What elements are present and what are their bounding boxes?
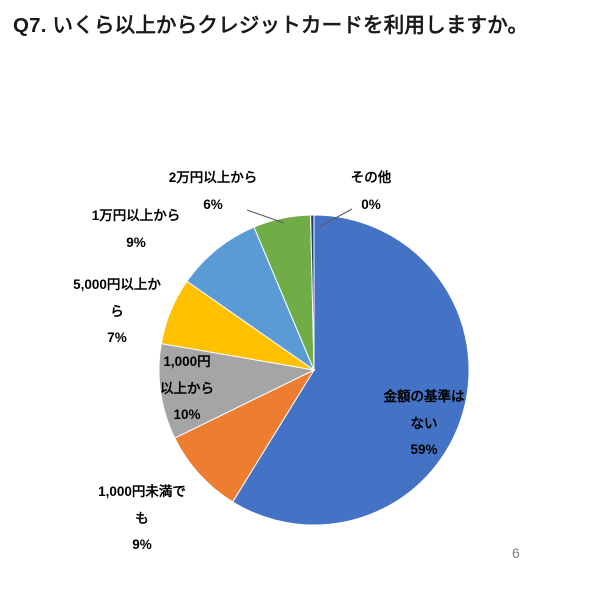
page-number: 6	[512, 545, 520, 561]
pie-slice-4	[186, 226, 316, 372]
pie-slice-1	[174, 368, 316, 503]
pie-slice-6	[310, 214, 315, 371]
page-title: Q7. いくら以上からクレジットカードを利用しますか。	[13, 14, 529, 37]
pie-slice-0	[231, 214, 470, 526]
leader-line-1	[318, 208, 353, 228]
leader-line-0	[246, 209, 285, 224]
pie-slice-2	[158, 342, 316, 439]
